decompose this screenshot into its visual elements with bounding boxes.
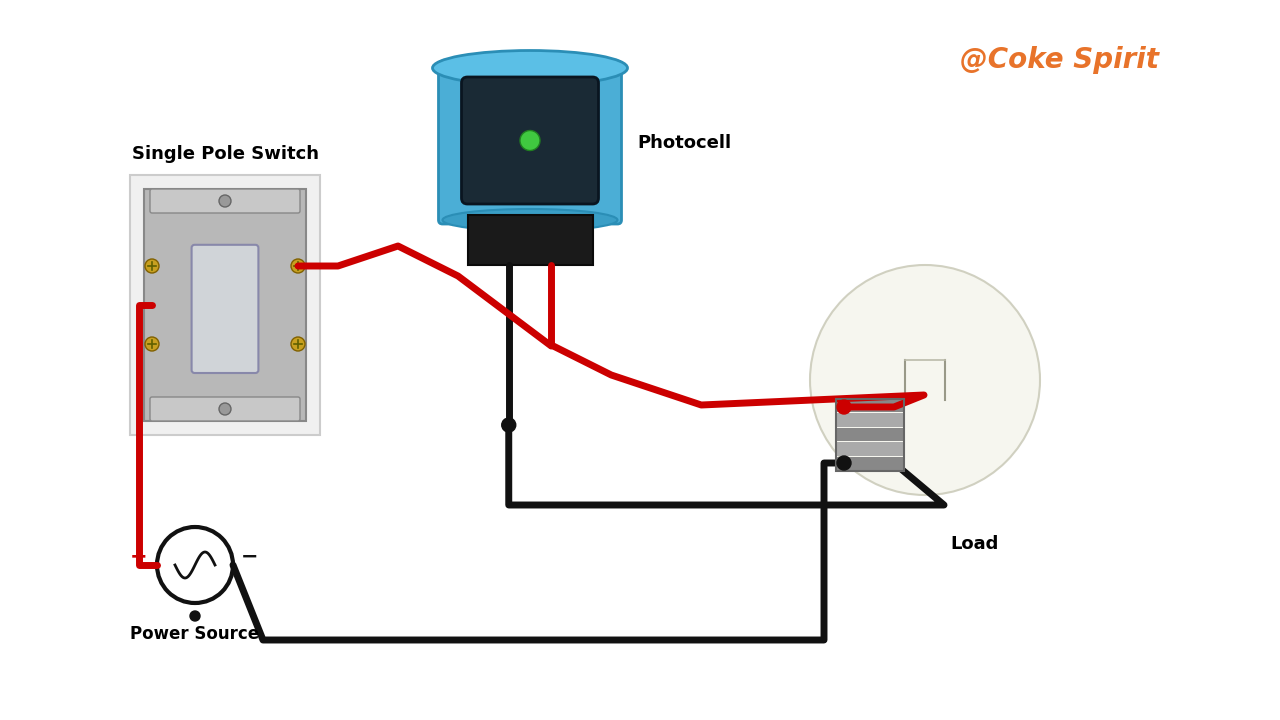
FancyBboxPatch shape — [836, 413, 904, 427]
Text: Single Pole Switch: Single Pole Switch — [132, 145, 319, 163]
FancyBboxPatch shape — [836, 456, 904, 470]
Circle shape — [157, 527, 233, 603]
Circle shape — [219, 195, 230, 207]
Circle shape — [291, 259, 305, 273]
FancyBboxPatch shape — [836, 399, 904, 413]
FancyBboxPatch shape — [467, 215, 593, 265]
Circle shape — [502, 418, 516, 432]
Circle shape — [291, 337, 305, 351]
Circle shape — [520, 130, 540, 150]
Text: @Coke Spirit: @Coke Spirit — [960, 46, 1160, 74]
Circle shape — [219, 403, 230, 415]
Circle shape — [145, 337, 159, 351]
FancyBboxPatch shape — [143, 189, 306, 421]
Circle shape — [837, 400, 851, 414]
Text: Photocell: Photocell — [637, 133, 732, 151]
Text: Power Source: Power Source — [131, 625, 260, 643]
Ellipse shape — [433, 50, 627, 86]
Circle shape — [189, 611, 200, 621]
Text: Load: Load — [950, 535, 998, 553]
FancyBboxPatch shape — [150, 397, 300, 421]
Ellipse shape — [443, 209, 617, 231]
Text: +: + — [129, 547, 147, 567]
Circle shape — [145, 259, 159, 273]
FancyBboxPatch shape — [131, 175, 320, 435]
FancyBboxPatch shape — [439, 61, 622, 224]
Circle shape — [837, 456, 851, 470]
FancyBboxPatch shape — [150, 189, 300, 213]
FancyBboxPatch shape — [836, 442, 904, 456]
FancyBboxPatch shape — [462, 77, 599, 204]
Text: −: − — [241, 547, 259, 567]
Circle shape — [810, 265, 1039, 495]
FancyBboxPatch shape — [836, 428, 904, 441]
FancyBboxPatch shape — [192, 245, 259, 373]
FancyBboxPatch shape — [443, 68, 617, 70]
